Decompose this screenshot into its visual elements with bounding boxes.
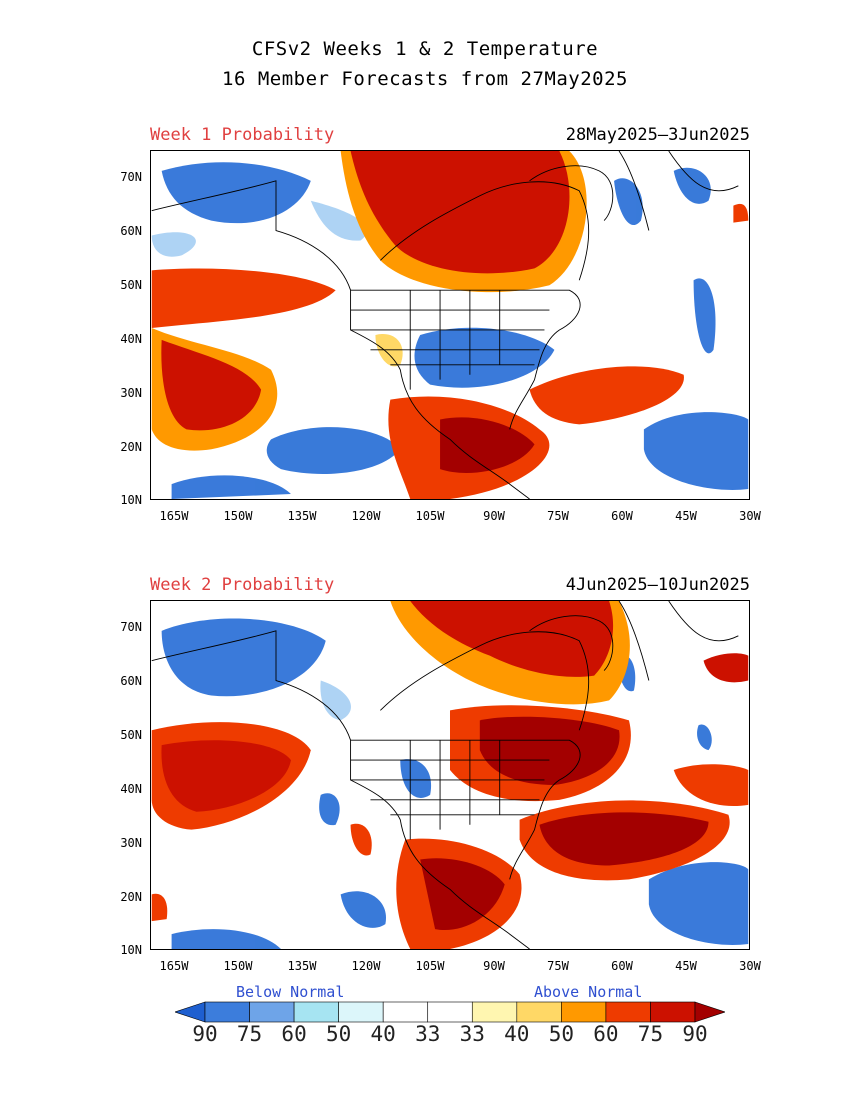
legend-value: 60	[281, 1022, 307, 1046]
colorbar-box	[204, 1001, 250, 1023]
lon-tick: 45W	[675, 509, 697, 523]
colorbar-box	[605, 1001, 651, 1023]
colorbar-arrow-right	[694, 1001, 725, 1023]
week2-below-normal-areas	[161, 618, 749, 949]
week2-boundaries	[151, 601, 739, 949]
week2-map	[150, 600, 750, 950]
lon-tick: 135W	[287, 959, 317, 973]
lon-tick: 90W	[483, 959, 505, 973]
week2-above-normal-areas	[151, 601, 749, 949]
lat-tick: 40N	[120, 782, 142, 796]
lat-tick: 60N	[120, 674, 142, 688]
lon-tick: 120W	[351, 959, 381, 973]
lon-tick: 75W	[547, 509, 569, 523]
week1-above-normal-areas	[151, 151, 749, 499]
lat-tick: 70N	[120, 170, 142, 184]
legend-value: 75	[236, 1022, 263, 1046]
lon-tick: 75W	[547, 959, 569, 973]
week1-below-normal-areas	[161, 162, 749, 499]
lon-tick: 165W	[159, 959, 189, 973]
colorbar-box	[293, 1001, 339, 1023]
legend-value: 40	[370, 1022, 396, 1046]
lat-tick: 50N	[120, 278, 142, 292]
lon-tick: 30W	[739, 959, 761, 973]
lat-tick: 30N	[120, 386, 142, 400]
lat-tick: 50N	[120, 728, 142, 742]
title-line-2: 16 Member Forecasts from 27May2025	[222, 68, 628, 90]
legend-value: 50	[325, 1022, 352, 1046]
legend-value: 90	[682, 1022, 708, 1046]
week2-below-normal-light	[320, 680, 351, 721]
week1-map	[150, 150, 750, 500]
lon-tick: 45W	[675, 959, 697, 973]
lon-tick: 150W	[223, 959, 253, 973]
title-line-1: CFSv2 Weeks 1 & 2 Temperature	[251, 38, 599, 60]
week2-dates: 4Jun2025—10Jun2025	[565, 575, 750, 595]
lat-tick: 20N	[120, 890, 142, 904]
lon-tick: 30W	[739, 509, 761, 523]
week1-below-normal-light	[151, 200, 367, 257]
lon-tick: 60W	[611, 509, 633, 523]
colorbar-box	[650, 1001, 696, 1023]
colorbar-box	[471, 1001, 518, 1023]
colorbar-arrow-left	[175, 1001, 206, 1023]
lon-tick: 165W	[159, 509, 189, 523]
lon-tick: 105W	[415, 959, 445, 973]
legend-value: 50	[548, 1022, 574, 1046]
colorbar-box	[249, 1001, 295, 1023]
lat-tick: 30N	[120, 836, 142, 850]
legend-value: 33	[459, 1022, 485, 1046]
lon-tick: 105W	[415, 509, 445, 523]
legend-value: 33	[415, 1022, 441, 1046]
colorbar-box	[561, 1001, 607, 1023]
lat-tick: 20N	[120, 440, 142, 454]
lon-tick: 135W	[287, 509, 317, 523]
week1-dates: 28May2025—3Jun2025	[565, 125, 750, 145]
lon-tick: 120W	[351, 509, 381, 523]
colorbar-box	[338, 1001, 384, 1023]
lon-tick: 90W	[483, 509, 505, 523]
lon-tick: 150W	[223, 509, 253, 523]
lon-tick: 60W	[611, 959, 633, 973]
lat-tick: 70N	[120, 620, 142, 634]
colorbar-box	[382, 1001, 429, 1023]
lat-tick: 10N	[120, 493, 142, 507]
legend-value: 90	[192, 1022, 218, 1046]
colorbar-box	[427, 1001, 473, 1023]
week1-boundaries	[151, 151, 739, 499]
legend-value: 60	[593, 1022, 619, 1046]
lat-tick: 60N	[120, 224, 142, 238]
legend-above-label: Above Normal	[534, 983, 643, 1001]
lat-tick: 10N	[120, 943, 142, 957]
colorbar-box	[516, 1001, 562, 1023]
week1-label: Week 1 Probability	[150, 125, 335, 145]
legend-value: 75	[637, 1022, 664, 1046]
legend-below-label: Below Normal	[236, 983, 345, 1001]
legend-value: 40	[504, 1022, 530, 1046]
week2-label: Week 2 Probability	[150, 575, 335, 595]
lat-tick: 40N	[120, 332, 142, 346]
legend-colorbar	[175, 1001, 725, 1023]
